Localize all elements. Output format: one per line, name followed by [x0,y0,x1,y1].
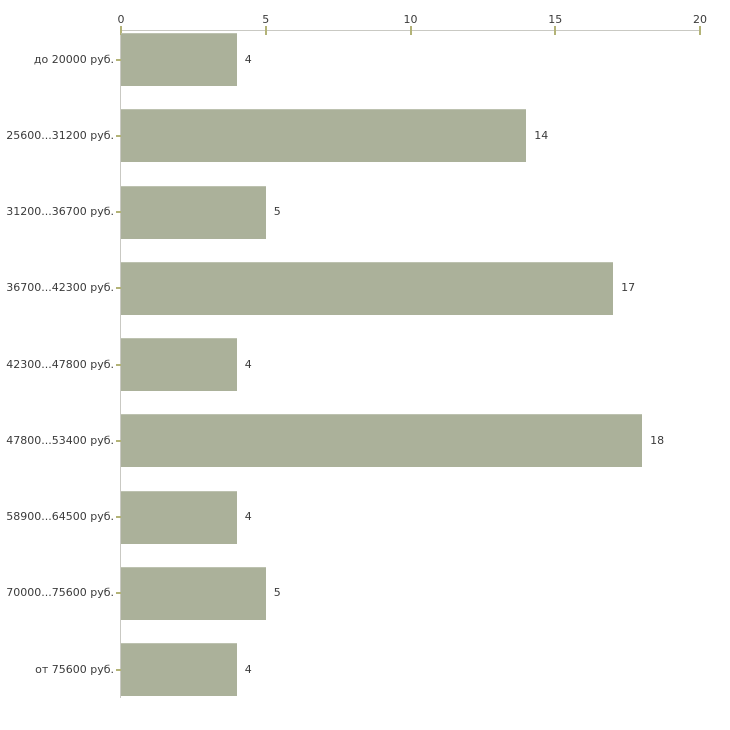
category-label: 42300...47800 руб. [6,357,114,371]
bar-value-label: 4 [244,357,252,371]
category-label: 25600...31200 руб. [6,128,114,142]
bar-value-label: 14 [534,128,549,142]
x-tick-label: 10 [403,13,418,26]
category-label: 58900...64500 руб. [6,510,114,523]
category-tick-mark [116,516,122,518]
category-label: до 20000 руб. [33,52,114,66]
x-tick-mark [264,26,267,35]
x-tick-mark [120,26,122,35]
category-tick-mark [116,58,122,61]
category-tick-mark [116,439,122,442]
bar-value-label: 17 [621,281,636,295]
bar [121,338,237,391]
bar-value-label: 4 [244,52,252,66]
x-tick-mark [699,26,701,35]
bar-value-label: 5 [273,586,281,600]
bar-value-label: 18 [650,433,665,447]
bar [121,109,527,163]
x-tick-label: 5 [262,13,270,26]
bar-value-label: 4 [244,662,252,676]
category-label: 31200...36700 руб. [6,205,114,218]
bar [121,33,237,86]
category-label: от 75600 руб. [35,662,114,676]
x-tick-label: 0 [117,13,125,26]
category-tick-mark [116,592,122,595]
x-tick-mark [554,26,557,35]
bar-value-label: 5 [273,205,281,218]
category-tick-mark [116,668,122,671]
bar-value-label: 4 [244,510,252,523]
category-tick-mark [116,211,122,213]
x-tick-mark [409,26,412,35]
category-label: 47800...53400 руб. [6,433,114,447]
category-label: 36700...42300 руб. [6,281,114,295]
category-tick-mark [116,134,122,137]
bar [121,566,266,620]
bar [121,185,266,239]
bar [121,643,237,696]
category-tick-mark [116,363,122,366]
x-tick-label: 15 [548,13,563,26]
bar [121,261,614,315]
category-tick-mark [116,287,122,290]
x-tick-label: 20 [693,13,707,26]
bar [121,414,643,468]
bar [121,490,237,544]
category-label: 70000...75600 руб. [6,586,114,600]
